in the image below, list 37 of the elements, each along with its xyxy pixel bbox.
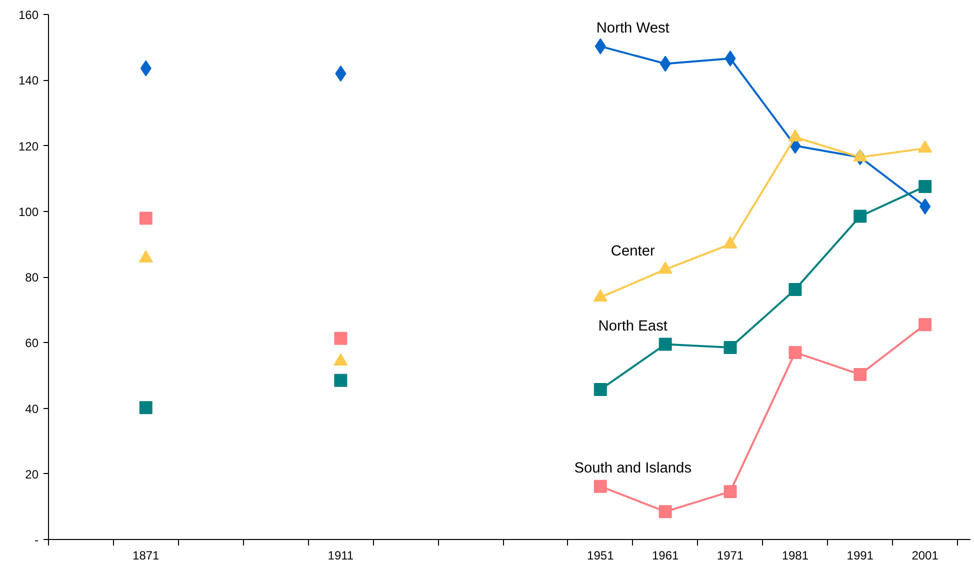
point [139,212,152,225]
x-tick-label: 1871 [132,548,160,562]
x-tick-label: 1981 [782,548,809,562]
series-label: South and Islands [574,460,692,476]
y-tick-label: - [34,533,39,547]
point [788,346,802,359]
point [788,282,802,296]
x-tick-label: 1971 [716,548,744,562]
point [658,338,672,351]
point [334,374,348,387]
y-tick-label: 40 [25,402,39,416]
x-tick-label: 1951 [587,548,614,562]
point [854,368,867,381]
point [334,332,348,345]
y-tick-label: 80 [25,270,39,284]
point [918,318,932,332]
y-tick-label: 20 [25,467,39,482]
point [658,505,672,518]
point [724,341,737,354]
point [594,383,607,396]
y-tick-label: 120 [18,139,39,154]
y-tick-label: 140 [18,74,39,88]
x-tick-label: 1961 [652,548,680,562]
point [724,485,737,498]
series-label: North East [598,318,668,334]
y-tick-label: 60 [25,336,39,350]
y-tick-label: 100 [18,204,39,219]
x-tick-label: 1991 [846,548,874,562]
point [139,401,152,414]
series-label: Center [610,243,655,260]
point [854,210,867,223]
point [918,180,932,193]
y-tick-label: 160 [18,8,39,22]
series-label: North West [596,20,670,36]
x-tick-label: 2001 [912,548,939,562]
point [594,480,607,493]
x-tick-label: 1911 [328,548,354,562]
